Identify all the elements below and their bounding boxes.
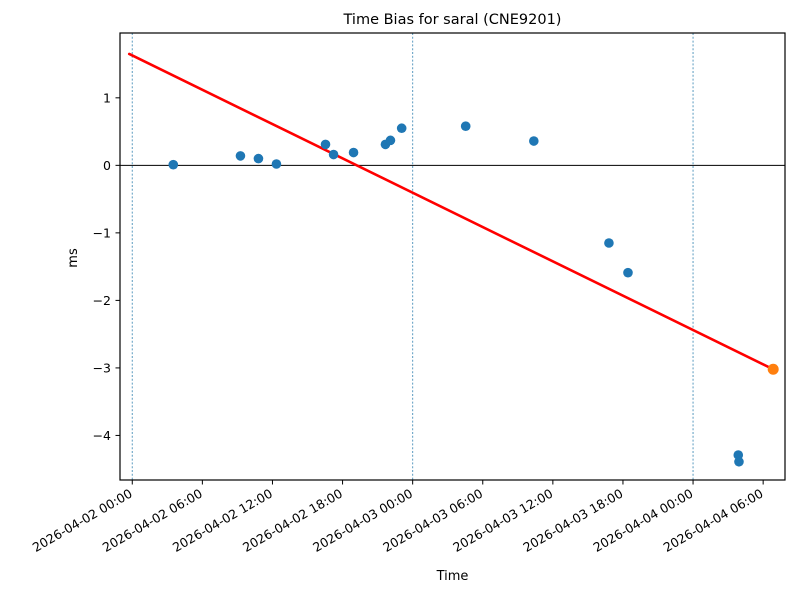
data-point xyxy=(320,139,331,150)
data-point xyxy=(328,149,339,160)
data-point xyxy=(385,135,396,146)
data-point xyxy=(623,267,633,278)
data-point xyxy=(271,159,282,169)
highlight-point xyxy=(767,363,779,375)
y-tick-label: −1 xyxy=(93,225,111,240)
y-tick-label: 1 xyxy=(103,90,111,105)
x-axis-label: Time xyxy=(436,569,469,584)
data-point xyxy=(348,147,359,158)
y-tick-label: −3 xyxy=(93,360,111,375)
y-tick-label: −2 xyxy=(93,293,111,308)
chart-title: Time Bias for saral (CNE9201) xyxy=(343,12,562,28)
data-point xyxy=(529,136,539,146)
trend-line xyxy=(127,52,775,371)
data-point xyxy=(253,153,264,164)
y-tick-label: 0 xyxy=(103,158,111,173)
y-axis-label: ms xyxy=(66,248,81,268)
data-point xyxy=(396,123,407,134)
data-point xyxy=(460,121,471,131)
data-point xyxy=(235,151,246,161)
data-point xyxy=(734,456,744,467)
data-point xyxy=(604,238,614,248)
y-tick-label: −4 xyxy=(93,428,111,443)
data-point xyxy=(168,159,179,170)
plot-frame xyxy=(119,32,786,481)
